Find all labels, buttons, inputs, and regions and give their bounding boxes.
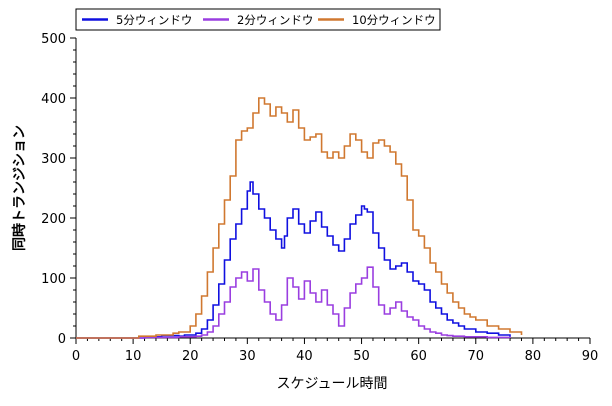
x-tick-label: 0 xyxy=(72,349,80,364)
y-tick-label: 200 xyxy=(41,212,66,227)
x-tick-label: 60 xyxy=(410,349,427,364)
y-tick-label: 500 xyxy=(41,32,66,47)
series-lines xyxy=(76,97,523,339)
y-tick-label: 0 xyxy=(58,332,66,347)
y-axis-title: 同時トランジション xyxy=(11,125,28,251)
legend-box xyxy=(75,8,441,31)
x-tick-label: 70 xyxy=(468,349,485,364)
y-tick-label: 300 xyxy=(41,152,66,167)
legend-entry-10min-label: 10分ウィンドウ xyxy=(352,13,436,27)
y-tick-label: 400 xyxy=(41,92,66,107)
x-tick-label: 90 xyxy=(582,349,599,364)
x-tick-label: 10 xyxy=(125,349,142,364)
x-axis-title: スケジュール時間 xyxy=(276,376,387,392)
y-tick-label: 100 xyxy=(41,272,66,287)
series-10min-line xyxy=(76,97,523,339)
x-tick-label: 80 xyxy=(525,349,542,364)
x-tick-label: 40 xyxy=(296,349,313,364)
x-tick-label: 30 xyxy=(239,349,256,364)
series-2min-line xyxy=(76,266,511,339)
axes: 0 100 200 300 400 500 0 10 20 30 40 50 60 70 80 90 xyxy=(41,32,598,364)
x-tick-label: 50 xyxy=(353,349,370,364)
legend-entry-5min-label: 5分ウィンドウ xyxy=(116,13,192,27)
x-tick-label: 20 xyxy=(182,349,199,364)
series-5min-line xyxy=(76,181,511,339)
legend-entry-2min-label: 2分ウィンドウ xyxy=(237,13,313,27)
legend: 5分ウィンドウ 2分ウィンドウ 10分ウィンドウ xyxy=(75,8,441,31)
